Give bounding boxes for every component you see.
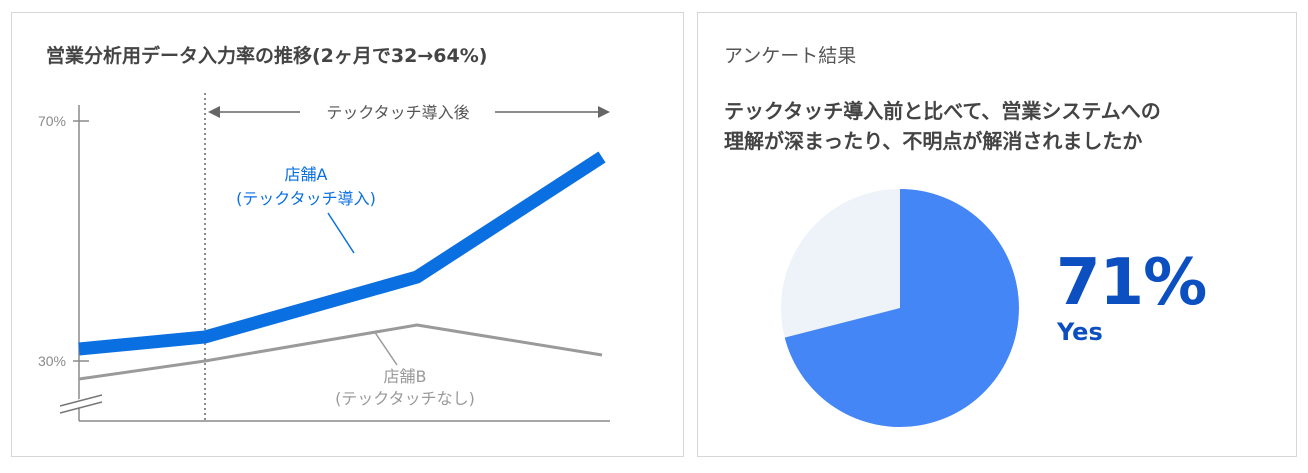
annotation-label: テックタッチ導入後 xyxy=(326,103,469,122)
series-label-store-a-sub: (テックタッチ導入) xyxy=(236,189,376,208)
pie-chart xyxy=(781,189,1019,427)
survey-question-line2: 理解が深まったり、不明点が解消されましたか xyxy=(724,129,1143,153)
survey-question-line1: テックタッチ導入前と比べて、営業システムへの xyxy=(724,99,1161,123)
y-tick-label-70: 70% xyxy=(38,113,66,129)
survey-panel: アンケート結果 テックタッチ導入前と比べて、営業システムへの 理解が深まったり、… xyxy=(697,12,1297,457)
axis-break xyxy=(59,394,103,414)
line-chart-title: 営業分析用データ入力率の推移(2ヶ月で32→64%) xyxy=(46,45,488,67)
series-label-store-b-sub: (テックタッチなし) xyxy=(335,389,475,408)
percent-value: 71% xyxy=(1056,246,1207,320)
y-tick-label-30: 30% xyxy=(38,353,66,369)
series-line-store-a xyxy=(78,151,606,356)
series-label-store-b: 店舗B xyxy=(384,367,427,386)
left-chart-panel: 営業分析用データ入力率の推移(2ヶ月で32→64%) 70% 30% テックタッ… xyxy=(11,12,684,457)
line-chart: 70% 30% テックタッチ導入後 店舗A (テックタッチ導入) 店舗B (テッ… xyxy=(38,93,610,422)
pie-slice-yes xyxy=(784,189,1019,427)
annotation-arrow xyxy=(208,106,610,118)
series-label-store-a: 店舗A xyxy=(285,165,328,184)
series-line-store-b xyxy=(78,323,603,381)
store-a-leader-line xyxy=(327,212,355,254)
store-b-leader-line xyxy=(373,330,398,366)
survey-title: アンケート結果 xyxy=(724,45,857,67)
yes-label: Yes xyxy=(1057,318,1103,346)
